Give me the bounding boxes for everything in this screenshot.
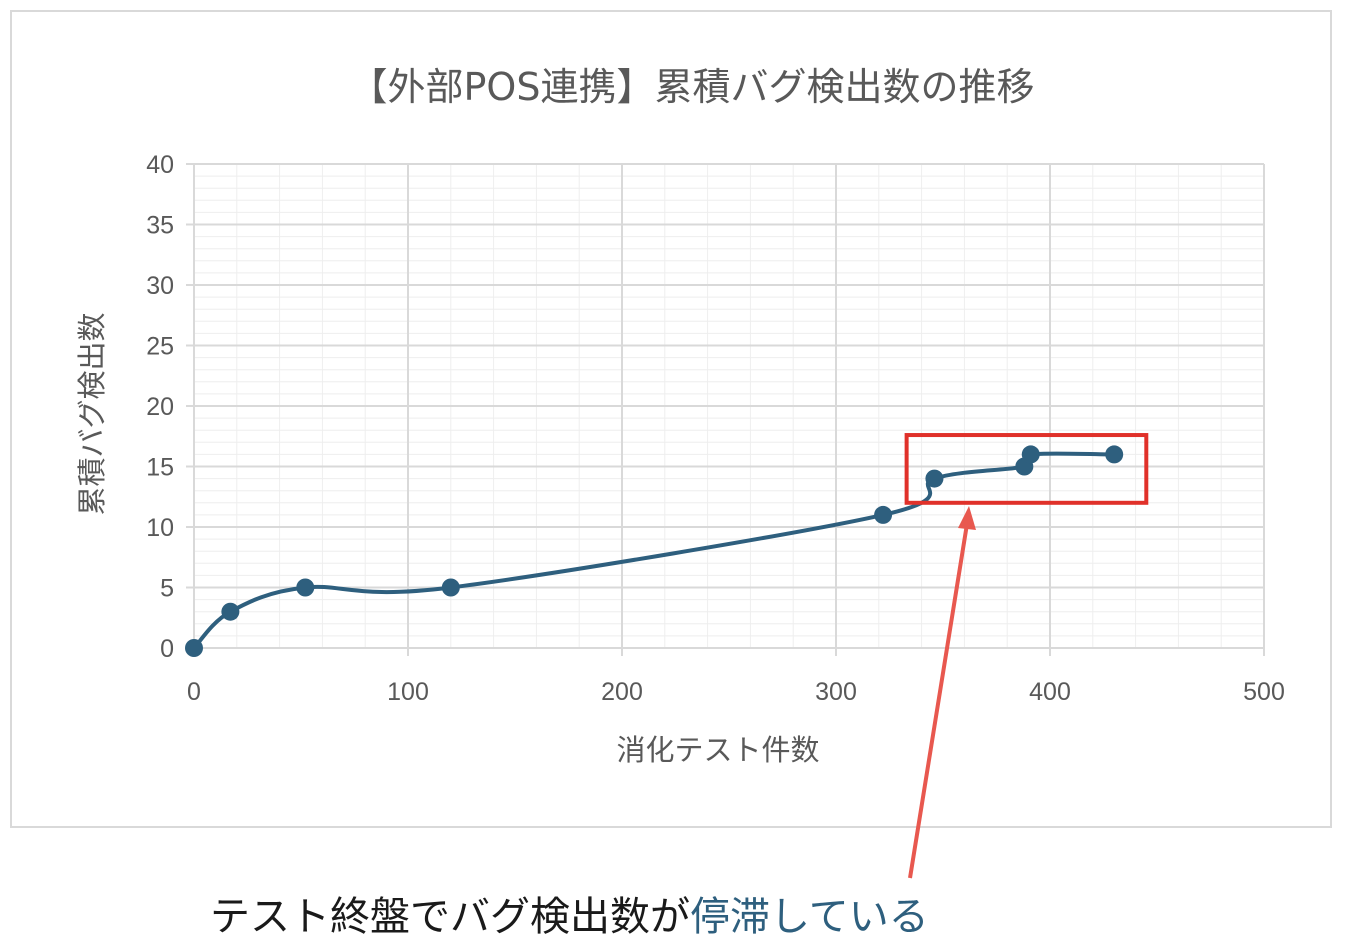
annotation-text: テスト終盤でバグ検出数が停滞している [210, 884, 929, 942]
x-tick-label: 200 [601, 678, 643, 706]
y-tick-label: 0 [160, 635, 174, 663]
data-point [296, 578, 315, 597]
x-tick-label: 100 [387, 678, 429, 706]
highlight-box [904, 433, 1149, 505]
y-tick-label: 10 [146, 514, 174, 542]
data-point [1105, 445, 1124, 464]
x-tick-label: 400 [1029, 678, 1071, 706]
y-tick-label: 25 [146, 333, 174, 361]
y-tick-label: 30 [146, 272, 174, 300]
y-tick-label: 5 [160, 575, 174, 603]
data-point [441, 578, 460, 597]
data-point [925, 469, 944, 488]
y-tick-label: 40 [146, 151, 174, 179]
x-tick-label: 0 [187, 678, 201, 706]
data-point [185, 639, 203, 657]
annotation-prefix: テスト終盤でバグ検出数が [210, 894, 690, 940]
x-axis-title: 消化テスト件数 [616, 733, 819, 767]
data-point [1021, 445, 1040, 464]
y-axis-title: 累積バグ検出数 [75, 312, 109, 515]
chart-title: 【外部POS連携】累積バグ検出数の推移 [350, 65, 1035, 109]
y-tick-label: 35 [146, 212, 174, 240]
annotation-highlight: 停滞している [690, 894, 929, 940]
x-tick-label: 300 [815, 678, 857, 706]
x-tick-label: 500 [1243, 678, 1285, 706]
data-point [874, 505, 893, 524]
y-tick-label: 20 [146, 393, 174, 421]
y-tick-label: 15 [146, 454, 174, 482]
series [185, 445, 1124, 657]
chart-area: 0 100 200 300 400 500 0 5 10 15 20 25 30 35 40 【外部POS連… [10, 10, 1332, 828]
chart-svg: 0 100 200 300 400 500 0 5 10 15 20 25 30 35 40 【外部POS連… [75, 65, 1285, 767]
tick-labels: 0 100 200 300 400 500 0 5 10 15 20 25 30 35 40 [146, 151, 1285, 706]
data-point [221, 602, 240, 621]
grid [186, 163, 1265, 656]
